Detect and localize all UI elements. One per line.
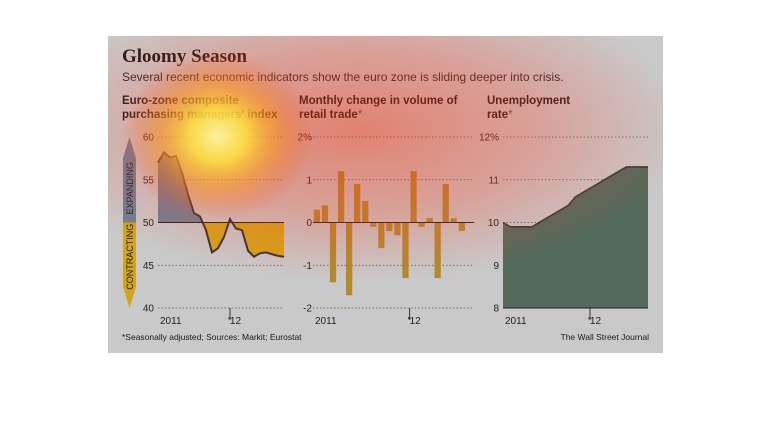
retail-bar bbox=[370, 222, 377, 227]
unemployment-ytick-label: 8 bbox=[493, 304, 499, 315]
retail-xtick-label: '12 bbox=[408, 316, 421, 327]
retail-bar bbox=[458, 222, 465, 232]
charts-canvas: 40 45 50 55 60 2011 '12 EXPANDING CONTRACTING -2 -… bbox=[123, 133, 648, 327]
retail-bar bbox=[362, 201, 369, 223]
retail-bar bbox=[418, 222, 425, 227]
pmi-ytick-label: 55 bbox=[143, 175, 155, 186]
retail-ytick-label: -1 bbox=[303, 261, 312, 272]
unemployment-area bbox=[503, 166, 648, 308]
retail-bar bbox=[434, 222, 441, 279]
retail-bar bbox=[329, 222, 337, 283]
chart-figure: Gloomy Season Several recent economic in… bbox=[108, 36, 663, 353]
unemployment-ytick-label: 12% bbox=[479, 133, 499, 144]
unemployment-ytick-label: 10 bbox=[488, 218, 500, 229]
retail-bar bbox=[321, 205, 329, 223]
contracting-label: CONTRACTING bbox=[125, 224, 135, 290]
retail-bar bbox=[410, 171, 417, 223]
source-credit: The Wall Street Journal bbox=[560, 332, 650, 342]
unemployment-ytick-label: 9 bbox=[493, 261, 499, 272]
retail-ytick-label: 0 bbox=[306, 218, 312, 229]
retail-bar bbox=[426, 218, 433, 223]
retail-bar bbox=[378, 222, 385, 249]
pmi-ytick-label: 60 bbox=[143, 133, 155, 144]
retail-bar bbox=[346, 222, 353, 296]
unemployment-xtick-label: 2011 bbox=[505, 316, 527, 327]
retail-bar bbox=[442, 184, 449, 223]
unemployment-xtick-label: '12 bbox=[588, 316, 601, 327]
retail-bar bbox=[394, 222, 401, 236]
retail-bar bbox=[337, 171, 345, 223]
retail-bar bbox=[402, 222, 409, 279]
retail-bar bbox=[450, 218, 457, 223]
retail-bar bbox=[313, 209, 321, 223]
expanding-label: EXPANDING bbox=[125, 162, 135, 214]
retail-ytick-label: 2% bbox=[298, 133, 313, 144]
retail-xtick-label: 2011 bbox=[315, 316, 337, 327]
pmi-ytick-label: 45 bbox=[143, 261, 155, 272]
retail-bar bbox=[386, 222, 393, 232]
footnote: *Seasonally adjusted; Sources: Markit; E… bbox=[122, 332, 302, 342]
retail-bar bbox=[354, 184, 361, 223]
unemployment-ytick-label: 11 bbox=[489, 175, 500, 186]
pmi-ytick-label: 50 bbox=[143, 218, 155, 229]
pmi-xtick-label: '12 bbox=[228, 316, 241, 327]
pmi-ytick-label: 40 bbox=[143, 304, 155, 315]
retail-ytick-label: 1 bbox=[306, 175, 312, 186]
retail-ytick-label: -2 bbox=[303, 304, 312, 315]
pmi-xtick-label: 2011 bbox=[160, 316, 182, 327]
